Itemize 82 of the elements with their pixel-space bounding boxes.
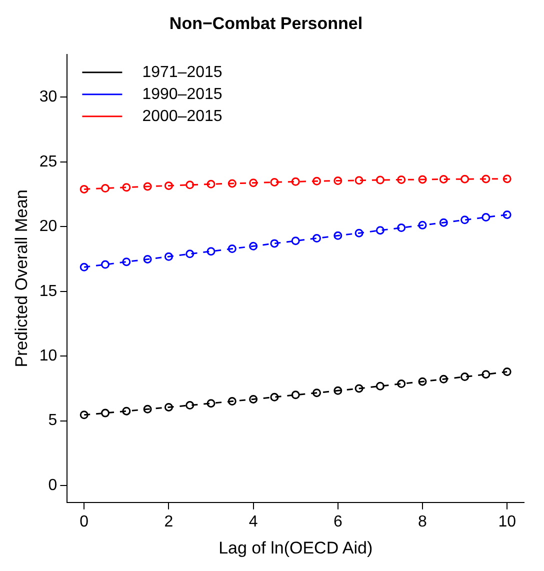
point xyxy=(334,231,342,240)
x-tick-label: 10 xyxy=(498,513,516,530)
x-axis-title: Lag of ln(OECD Aid) xyxy=(218,538,373,558)
point xyxy=(354,384,364,393)
point xyxy=(186,250,194,258)
point xyxy=(270,392,279,402)
point xyxy=(143,404,152,414)
x-tick-label: 8 xyxy=(418,513,428,530)
point xyxy=(101,408,110,418)
point xyxy=(228,244,236,253)
point xyxy=(186,180,194,190)
point xyxy=(80,262,88,272)
point xyxy=(249,178,258,188)
point xyxy=(312,234,321,243)
point xyxy=(206,247,216,256)
point xyxy=(482,174,490,184)
point xyxy=(143,182,152,191)
x-tick-label: 6 xyxy=(333,513,342,530)
point xyxy=(312,176,321,186)
point xyxy=(122,258,131,266)
point xyxy=(164,402,173,412)
point xyxy=(502,174,512,184)
x-tick-label: 4 xyxy=(248,513,258,530)
point xyxy=(502,368,512,376)
x-tick-label: 2 xyxy=(164,513,174,530)
point xyxy=(249,394,258,404)
y-tick-label: 5 xyxy=(48,412,58,430)
point xyxy=(80,184,88,194)
point xyxy=(270,239,279,248)
legend-label: 2000–2015 xyxy=(142,108,222,125)
point xyxy=(164,252,173,261)
point xyxy=(334,386,342,395)
point xyxy=(482,213,490,222)
point xyxy=(482,370,490,379)
point xyxy=(206,180,216,188)
point xyxy=(143,254,152,264)
point xyxy=(291,236,300,246)
point xyxy=(397,224,406,232)
point xyxy=(354,176,364,185)
point xyxy=(354,228,364,238)
point xyxy=(101,260,110,269)
point xyxy=(186,401,194,410)
point xyxy=(80,410,88,420)
point xyxy=(228,397,236,406)
point xyxy=(122,183,131,192)
legend-label: 1990–2015 xyxy=(142,86,222,103)
point xyxy=(206,399,216,408)
point xyxy=(397,175,406,184)
point xyxy=(312,388,321,398)
point xyxy=(122,406,131,416)
point xyxy=(397,380,406,388)
point xyxy=(460,216,470,224)
legend-label: 1971–2015 xyxy=(142,64,222,81)
point xyxy=(460,174,470,184)
x-tick-label: 0 xyxy=(80,513,89,530)
point xyxy=(418,175,427,184)
point xyxy=(101,184,110,193)
y-axis-title: Predicted Overall Mean xyxy=(12,190,31,368)
point xyxy=(334,176,342,186)
point xyxy=(376,226,384,235)
point xyxy=(376,382,384,390)
point xyxy=(502,210,512,219)
point xyxy=(418,220,427,230)
point xyxy=(418,377,427,386)
chart-title: Non−Combat Personnel xyxy=(169,14,363,33)
point xyxy=(164,181,173,190)
y-tick-label: 10 xyxy=(39,347,58,364)
y-tick-label: 15 xyxy=(39,282,58,300)
y-tick-label: 0 xyxy=(48,476,58,494)
point xyxy=(249,242,258,250)
point xyxy=(376,176,384,184)
point xyxy=(228,179,236,188)
point xyxy=(270,178,279,186)
y-tick-label: 20 xyxy=(39,218,58,236)
point xyxy=(460,372,470,382)
y-tick-label: 30 xyxy=(39,88,58,106)
point xyxy=(439,174,448,184)
point xyxy=(291,390,300,400)
point xyxy=(439,218,448,227)
point xyxy=(439,374,448,384)
point xyxy=(291,177,300,186)
y-tick-label: 25 xyxy=(39,153,58,170)
